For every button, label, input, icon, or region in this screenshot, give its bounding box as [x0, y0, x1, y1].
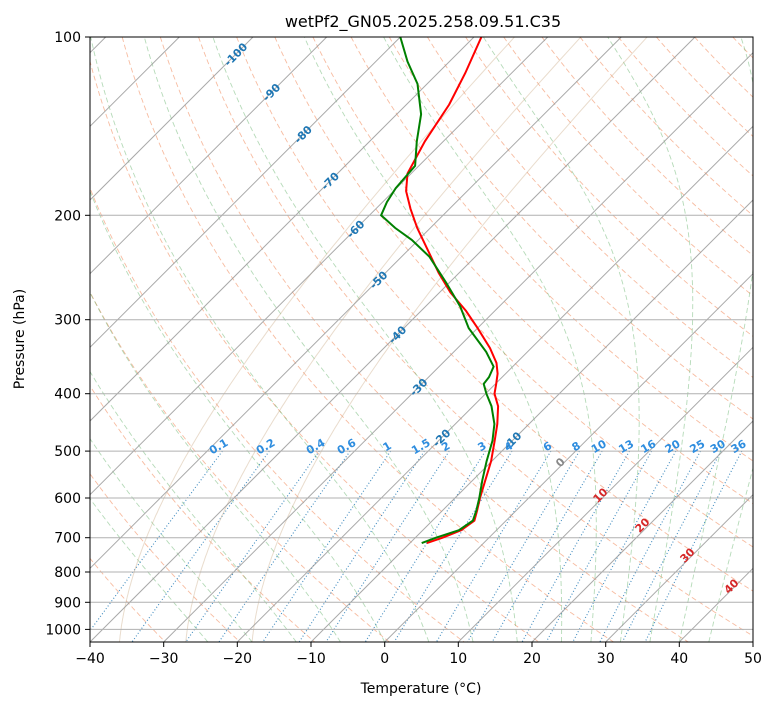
chart-title: wetPf2_GN05.2025.258.09.51.C35	[285, 12, 561, 32]
dry-adiabat	[274, 37, 753, 548]
moist-adiabat	[212, 37, 518, 642]
dry-adiabat	[388, 37, 753, 420]
x-tick-label: 50	[744, 651, 762, 667]
dry-adiabat	[350, 37, 753, 462]
y-tick-label: 300	[54, 313, 81, 329]
isotherm-line	[457, 346, 753, 642]
isotherm-line	[90, 37, 401, 349]
plot-frame	[89, 36, 754, 643]
isotherm-line	[90, 37, 475, 422]
reference-arc	[119, 37, 515, 642]
mixing-ratio-line	[572, 450, 677, 642]
isotherm-line	[310, 199, 753, 642]
dry-adiabat	[312, 37, 753, 505]
moist-adiabat	[90, 291, 341, 642]
x-tick-label: −40	[75, 651, 105, 667]
dry-adiabat	[90, 291, 390, 642]
mixing-ratio-line	[325, 450, 450, 642]
moist-adiabat	[303, 37, 563, 642]
x-tick-label: 40	[670, 651, 688, 667]
reference-arc	[251, 37, 648, 642]
moist-adiabat	[678, 37, 753, 642]
mixing-ratio-line	[644, 450, 743, 642]
isotherm-line	[90, 37, 254, 201]
mixing-ratio-line	[185, 450, 320, 642]
isotherm-line	[163, 51, 753, 642]
x-tick-label: 20	[523, 651, 541, 667]
isotherm-line	[236, 125, 753, 642]
y-tick-label: 900	[54, 595, 81, 611]
isotherm-line	[531, 420, 753, 642]
profile-curves	[379, 37, 500, 545]
moist-adiabat	[708, 466, 753, 642]
isotherm-line	[605, 493, 753, 642]
dry-adiabat	[90, 384, 315, 642]
x-tick-label: 10	[449, 651, 467, 667]
x-tick-label: 0	[380, 651, 389, 667]
dry-adiabat	[159, 37, 689, 642]
y-tick-label: 500	[54, 444, 81, 460]
isotherm-line	[90, 37, 549, 496]
mixing-ratio-line	[364, 450, 486, 642]
isotherm-line	[90, 37, 622, 570]
isotherm-line	[90, 37, 696, 642]
reference-arc	[185, 37, 582, 642]
x-tick-label: −30	[149, 651, 179, 667]
dry-adiabat	[90, 59, 540, 642]
y-tick-label: 100	[54, 30, 81, 46]
moist-adiabat	[483, 37, 640, 642]
mixing-ratio-line	[521, 450, 630, 642]
x-axis-label: Temperature (°C)	[360, 681, 482, 697]
y-tick-label: 400	[54, 387, 81, 403]
dry-adiabat	[427, 37, 753, 378]
dry-adiabat	[465, 37, 753, 337]
isotherm-line	[384, 272, 753, 642]
moist-adiabat	[90, 37, 430, 642]
dry-adiabat	[90, 473, 241, 642]
x-tick-label: 30	[597, 651, 615, 667]
y-axis-label: Pressure (hPa)	[12, 289, 28, 389]
y-tick-label: 200	[54, 208, 81, 224]
moist-adiabat	[383, 37, 597, 642]
y-tick-label: 600	[54, 491, 81, 507]
y-tick-label: 800	[54, 565, 81, 581]
isotherm-line	[90, 37, 328, 275]
mixing-ratio-line	[599, 450, 701, 642]
background-lines	[90, 37, 753, 642]
moist-adiabat	[90, 437, 253, 642]
x-tick-label: −10	[296, 651, 326, 667]
x-tick-label: −20	[223, 651, 253, 667]
dry-adiabat	[503, 37, 753, 297]
mixing-ratio-line	[262, 450, 392, 642]
y-tick-label: 1000	[45, 622, 81, 638]
dry-adiabat	[236, 37, 753, 592]
mixing-ratio-line	[298, 450, 425, 642]
moist-adiabat	[607, 37, 694, 642]
dewpoint-profile	[379, 37, 496, 545]
axis-ticks: −40 −30 −20 −10 0 10 20 30 40 50 1000 900 800 700 600 5…	[45, 30, 762, 667]
moist-adiabat	[143, 37, 474, 642]
dry-adiabat	[121, 37, 614, 642]
y-tick-label: 700	[54, 531, 81, 547]
mixing-ratio-line	[435, 450, 552, 642]
moist-adiabat	[90, 190, 386, 642]
dry-adiabat	[90, 186, 465, 642]
